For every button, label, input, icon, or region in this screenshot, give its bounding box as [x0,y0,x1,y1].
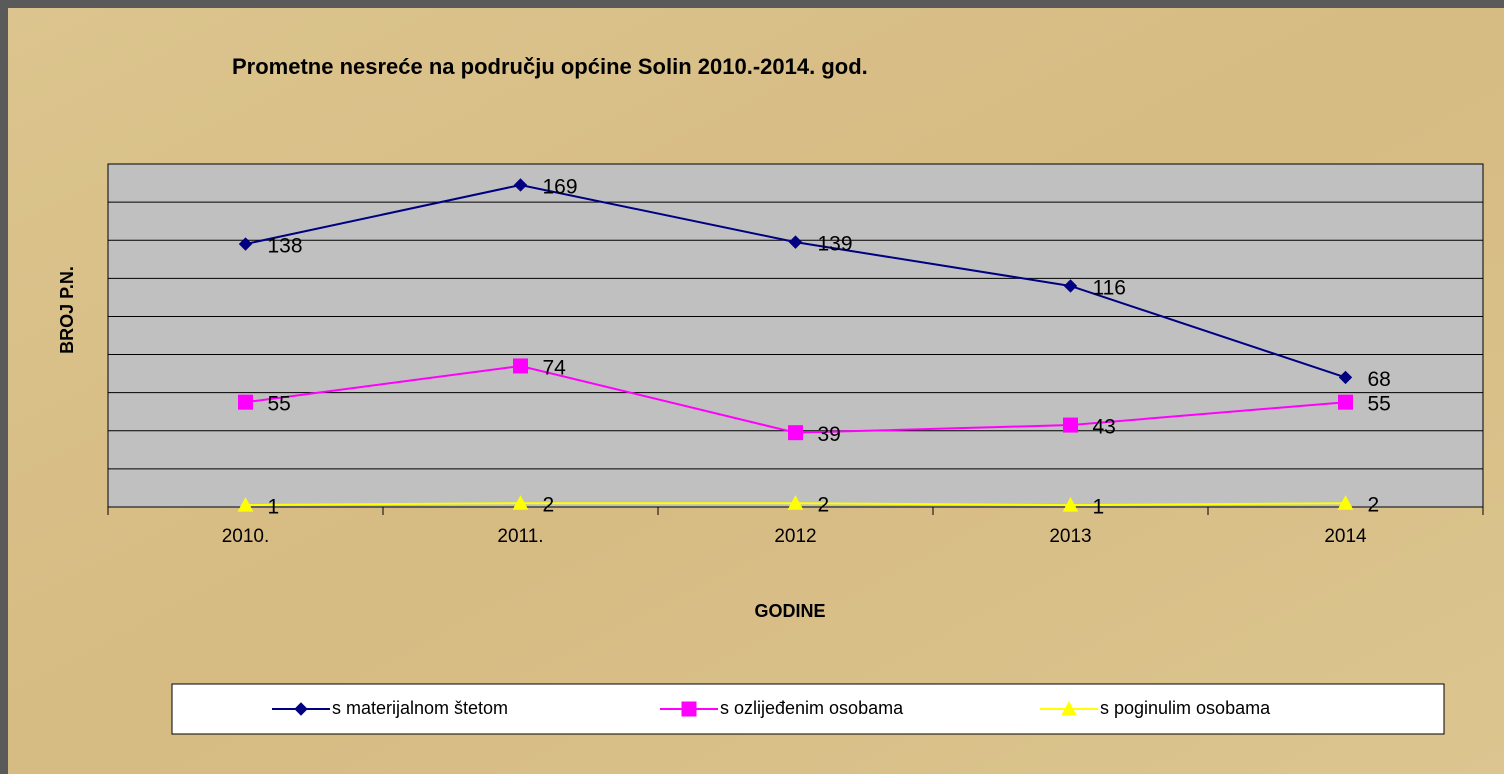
data-label: 169 [543,176,578,199]
legend-box [171,683,1445,735]
data-point [1063,279,1078,293]
legend-marker [1061,700,1077,716]
y-axis-title: BROJ P.N. [57,266,77,354]
x-tick-label: 2012 [774,526,816,547]
data-label: 2 [818,494,830,517]
data-label: 74 [543,357,567,380]
data-label: 1 [1093,496,1105,519]
data-point [238,237,253,251]
data-point [513,178,528,192]
data-label: 116 [1093,277,1126,300]
x-axis-title: GODINE [754,601,825,621]
data-point [788,425,803,441]
data-label: 39 [818,423,841,446]
data-point [788,235,803,249]
legend-marker [294,702,308,716]
data-label: 68 [1368,368,1391,391]
data-label: 55 [1368,393,1391,416]
data-label: 139 [818,233,853,256]
data-point [1062,497,1079,512]
data-point [1337,495,1354,510]
data-point [237,497,254,512]
legend-label: s ozlijeđenim osobama [720,698,904,718]
data-label: 43 [1093,416,1116,439]
data-point [1338,370,1353,385]
data-point [238,394,253,410]
x-tick-label: 2010. [222,526,270,547]
chart-title: Prometne nesreće na području općine Soli… [232,54,868,79]
data-point [513,358,528,374]
legend-label: s poginulim osobama [1100,698,1271,718]
data-point [512,495,529,510]
data-label: 55 [268,393,291,416]
legend-label: s materijalnom štetom [332,698,508,718]
data-label: 2 [543,494,555,517]
data-label: 1 [268,496,280,519]
x-tick-label: 2013 [1049,526,1091,547]
data-label: 2 [1368,494,1380,517]
data-point [787,495,804,510]
data-point [1063,417,1078,433]
x-tick-label: 2014 [1324,526,1367,547]
data-label: 138 [268,235,303,258]
plot-area [107,163,1484,508]
x-tick-label: 2011. [497,526,543,547]
legend-marker [681,701,697,717]
data-point [1338,394,1353,410]
